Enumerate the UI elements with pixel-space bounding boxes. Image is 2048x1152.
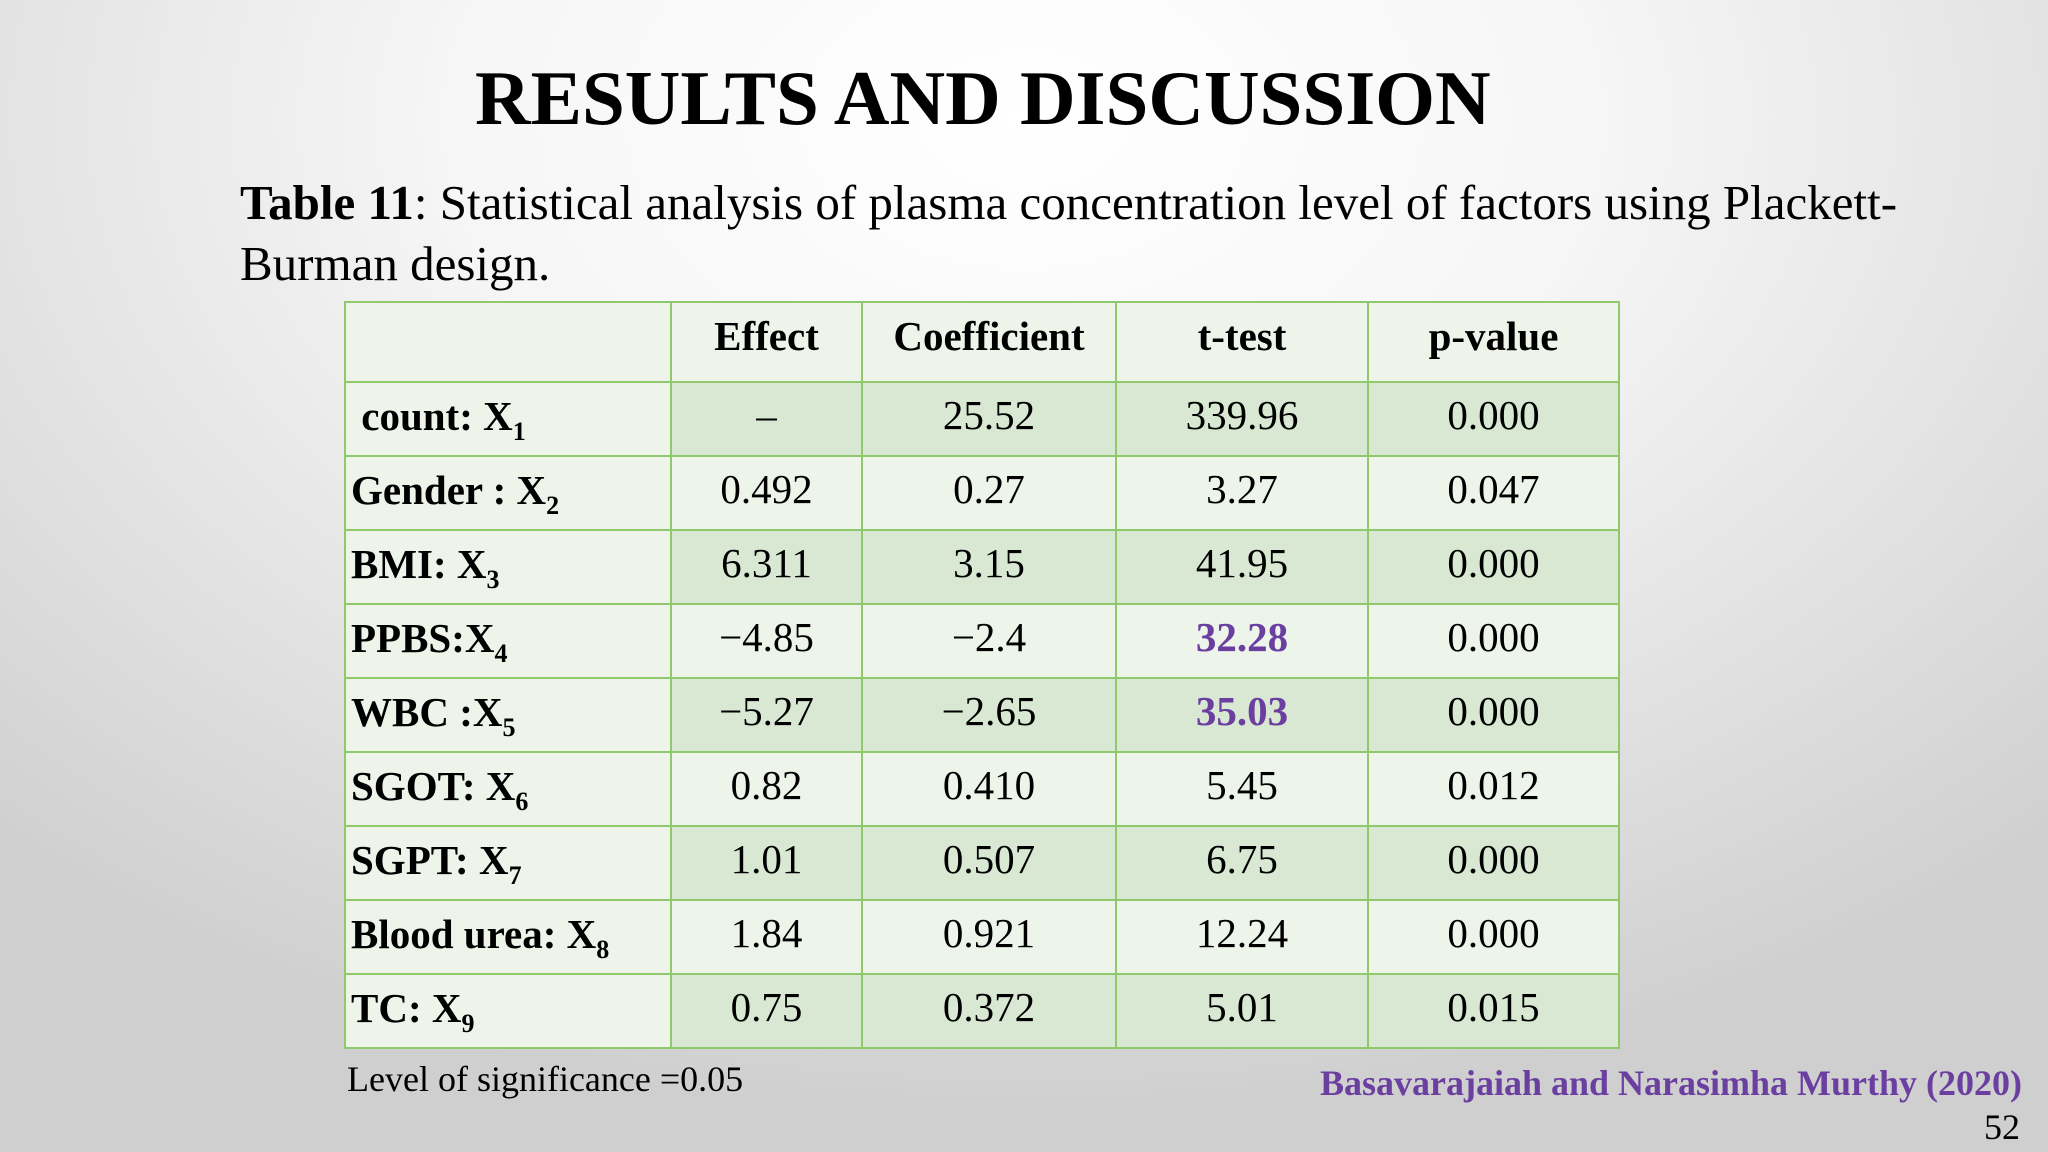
coefficient-cell: 25.52 bbox=[861, 381, 1117, 457]
effect-cell: 0.492 bbox=[670, 455, 863, 531]
ttest-cell: 5.45 bbox=[1115, 751, 1369, 827]
ttest-cell: 6.75 bbox=[1115, 825, 1369, 901]
row-label: SGOT: X6 bbox=[344, 751, 672, 827]
effect-cell: 1.01 bbox=[670, 825, 863, 901]
header-cell-effect: Effect bbox=[670, 301, 863, 383]
header-cell-ttest: t-test bbox=[1115, 301, 1369, 383]
page-number: 52 bbox=[1984, 1107, 2020, 1147]
row-label: Blood urea: X8 bbox=[344, 899, 672, 975]
coefficient-cell: 0.507 bbox=[861, 825, 1117, 901]
pvalue-cell: 0.012 bbox=[1367, 751, 1620, 827]
ttest-cell: 12.24 bbox=[1115, 899, 1369, 975]
row-label: SGPT: X7 bbox=[344, 825, 672, 901]
ttest-cell: 3.27 bbox=[1115, 455, 1369, 531]
table-row: WBC :X5 −5.27 −2.65 35.03 0.000 bbox=[344, 677, 1620, 753]
coefficient-cell: 0.27 bbox=[861, 455, 1117, 531]
table-row: count: X1 – 25.52 339.96 0.000 bbox=[344, 381, 1620, 457]
coefficient-cell: −2.65 bbox=[861, 677, 1117, 753]
ttest-cell-highlighted: 32.28 bbox=[1115, 603, 1369, 679]
table-row: Gender : X2 0.492 0.27 3.27 0.047 bbox=[344, 455, 1620, 531]
ttest-cell: 339.96 bbox=[1115, 381, 1369, 457]
table-row: TC: X9 0.75 0.372 5.01 0.015 bbox=[344, 973, 1620, 1049]
pvalue-cell: 0.000 bbox=[1367, 603, 1620, 679]
ttest-cell: 5.01 bbox=[1115, 973, 1369, 1049]
ttest-cell-highlighted: 35.03 bbox=[1115, 677, 1369, 753]
table-row: PPBS:X4 −4.85 −2.4 32.28 0.000 bbox=[344, 603, 1620, 679]
table-row: Blood urea: X8 1.84 0.921 12.24 0.000 bbox=[344, 899, 1620, 975]
coefficient-cell: 0.410 bbox=[861, 751, 1117, 827]
effect-cell: – bbox=[670, 381, 863, 457]
ttest-cell: 41.95 bbox=[1115, 529, 1369, 605]
effect-cell: 0.82 bbox=[670, 751, 863, 827]
significance-note: Level of significance =0.05 bbox=[347, 1059, 744, 1099]
effect-cell: 6.311 bbox=[670, 529, 863, 605]
row-label: count: X1 bbox=[344, 381, 672, 457]
table-caption-text: : Statistical analysis of plasma concent… bbox=[240, 175, 1898, 291]
row-label: WBC :X5 bbox=[344, 677, 672, 753]
statistics-table: Effect Coefficient t-test p-value count:… bbox=[344, 301, 1620, 1049]
citation: Basavarajaiah and Narasimha Murthy (2020… bbox=[1319, 1063, 2022, 1103]
row-label: Gender : X2 bbox=[344, 455, 672, 531]
coefficient-cell: 0.921 bbox=[861, 899, 1117, 975]
pvalue-cell: 0.000 bbox=[1367, 529, 1620, 605]
table-caption: Table 11: Statistical analysis of plasma… bbox=[240, 172, 1980, 294]
header-cell-coefficient: Coefficient bbox=[861, 301, 1117, 383]
table-caption-label: Table 11 bbox=[240, 175, 414, 230]
coefficient-cell: 3.15 bbox=[861, 529, 1117, 605]
row-label: TC: X9 bbox=[344, 973, 672, 1049]
coefficient-cell: 0.372 bbox=[861, 973, 1117, 1049]
slide-title: RESULTS AND DISCUSSION bbox=[475, 55, 1491, 141]
pvalue-cell: 0.000 bbox=[1367, 677, 1620, 753]
table-row: BMI: X3 6.311 3.15 41.95 0.000 bbox=[344, 529, 1620, 605]
pvalue-cell: 0.015 bbox=[1367, 973, 1620, 1049]
table-row: SGPT: X7 1.01 0.507 6.75 0.000 bbox=[344, 825, 1620, 901]
header-cell-factor bbox=[344, 301, 672, 383]
table-header-row: Effect Coefficient t-test p-value bbox=[344, 301, 1620, 383]
effect-cell: −5.27 bbox=[670, 677, 863, 753]
coefficient-cell: −2.4 bbox=[861, 603, 1117, 679]
table-row: SGOT: X6 0.82 0.410 5.45 0.012 bbox=[344, 751, 1620, 827]
row-label: PPBS:X4 bbox=[344, 603, 672, 679]
pvalue-cell: 0.047 bbox=[1367, 455, 1620, 531]
effect-cell: 1.84 bbox=[670, 899, 863, 975]
effect-cell: −4.85 bbox=[670, 603, 863, 679]
pvalue-cell: 0.000 bbox=[1367, 381, 1620, 457]
effect-cell: 0.75 bbox=[670, 973, 863, 1049]
header-cell-pvalue: p-value bbox=[1367, 301, 1620, 383]
pvalue-cell: 0.000 bbox=[1367, 825, 1620, 901]
pvalue-cell: 0.000 bbox=[1367, 899, 1620, 975]
row-label: BMI: X3 bbox=[344, 529, 672, 605]
